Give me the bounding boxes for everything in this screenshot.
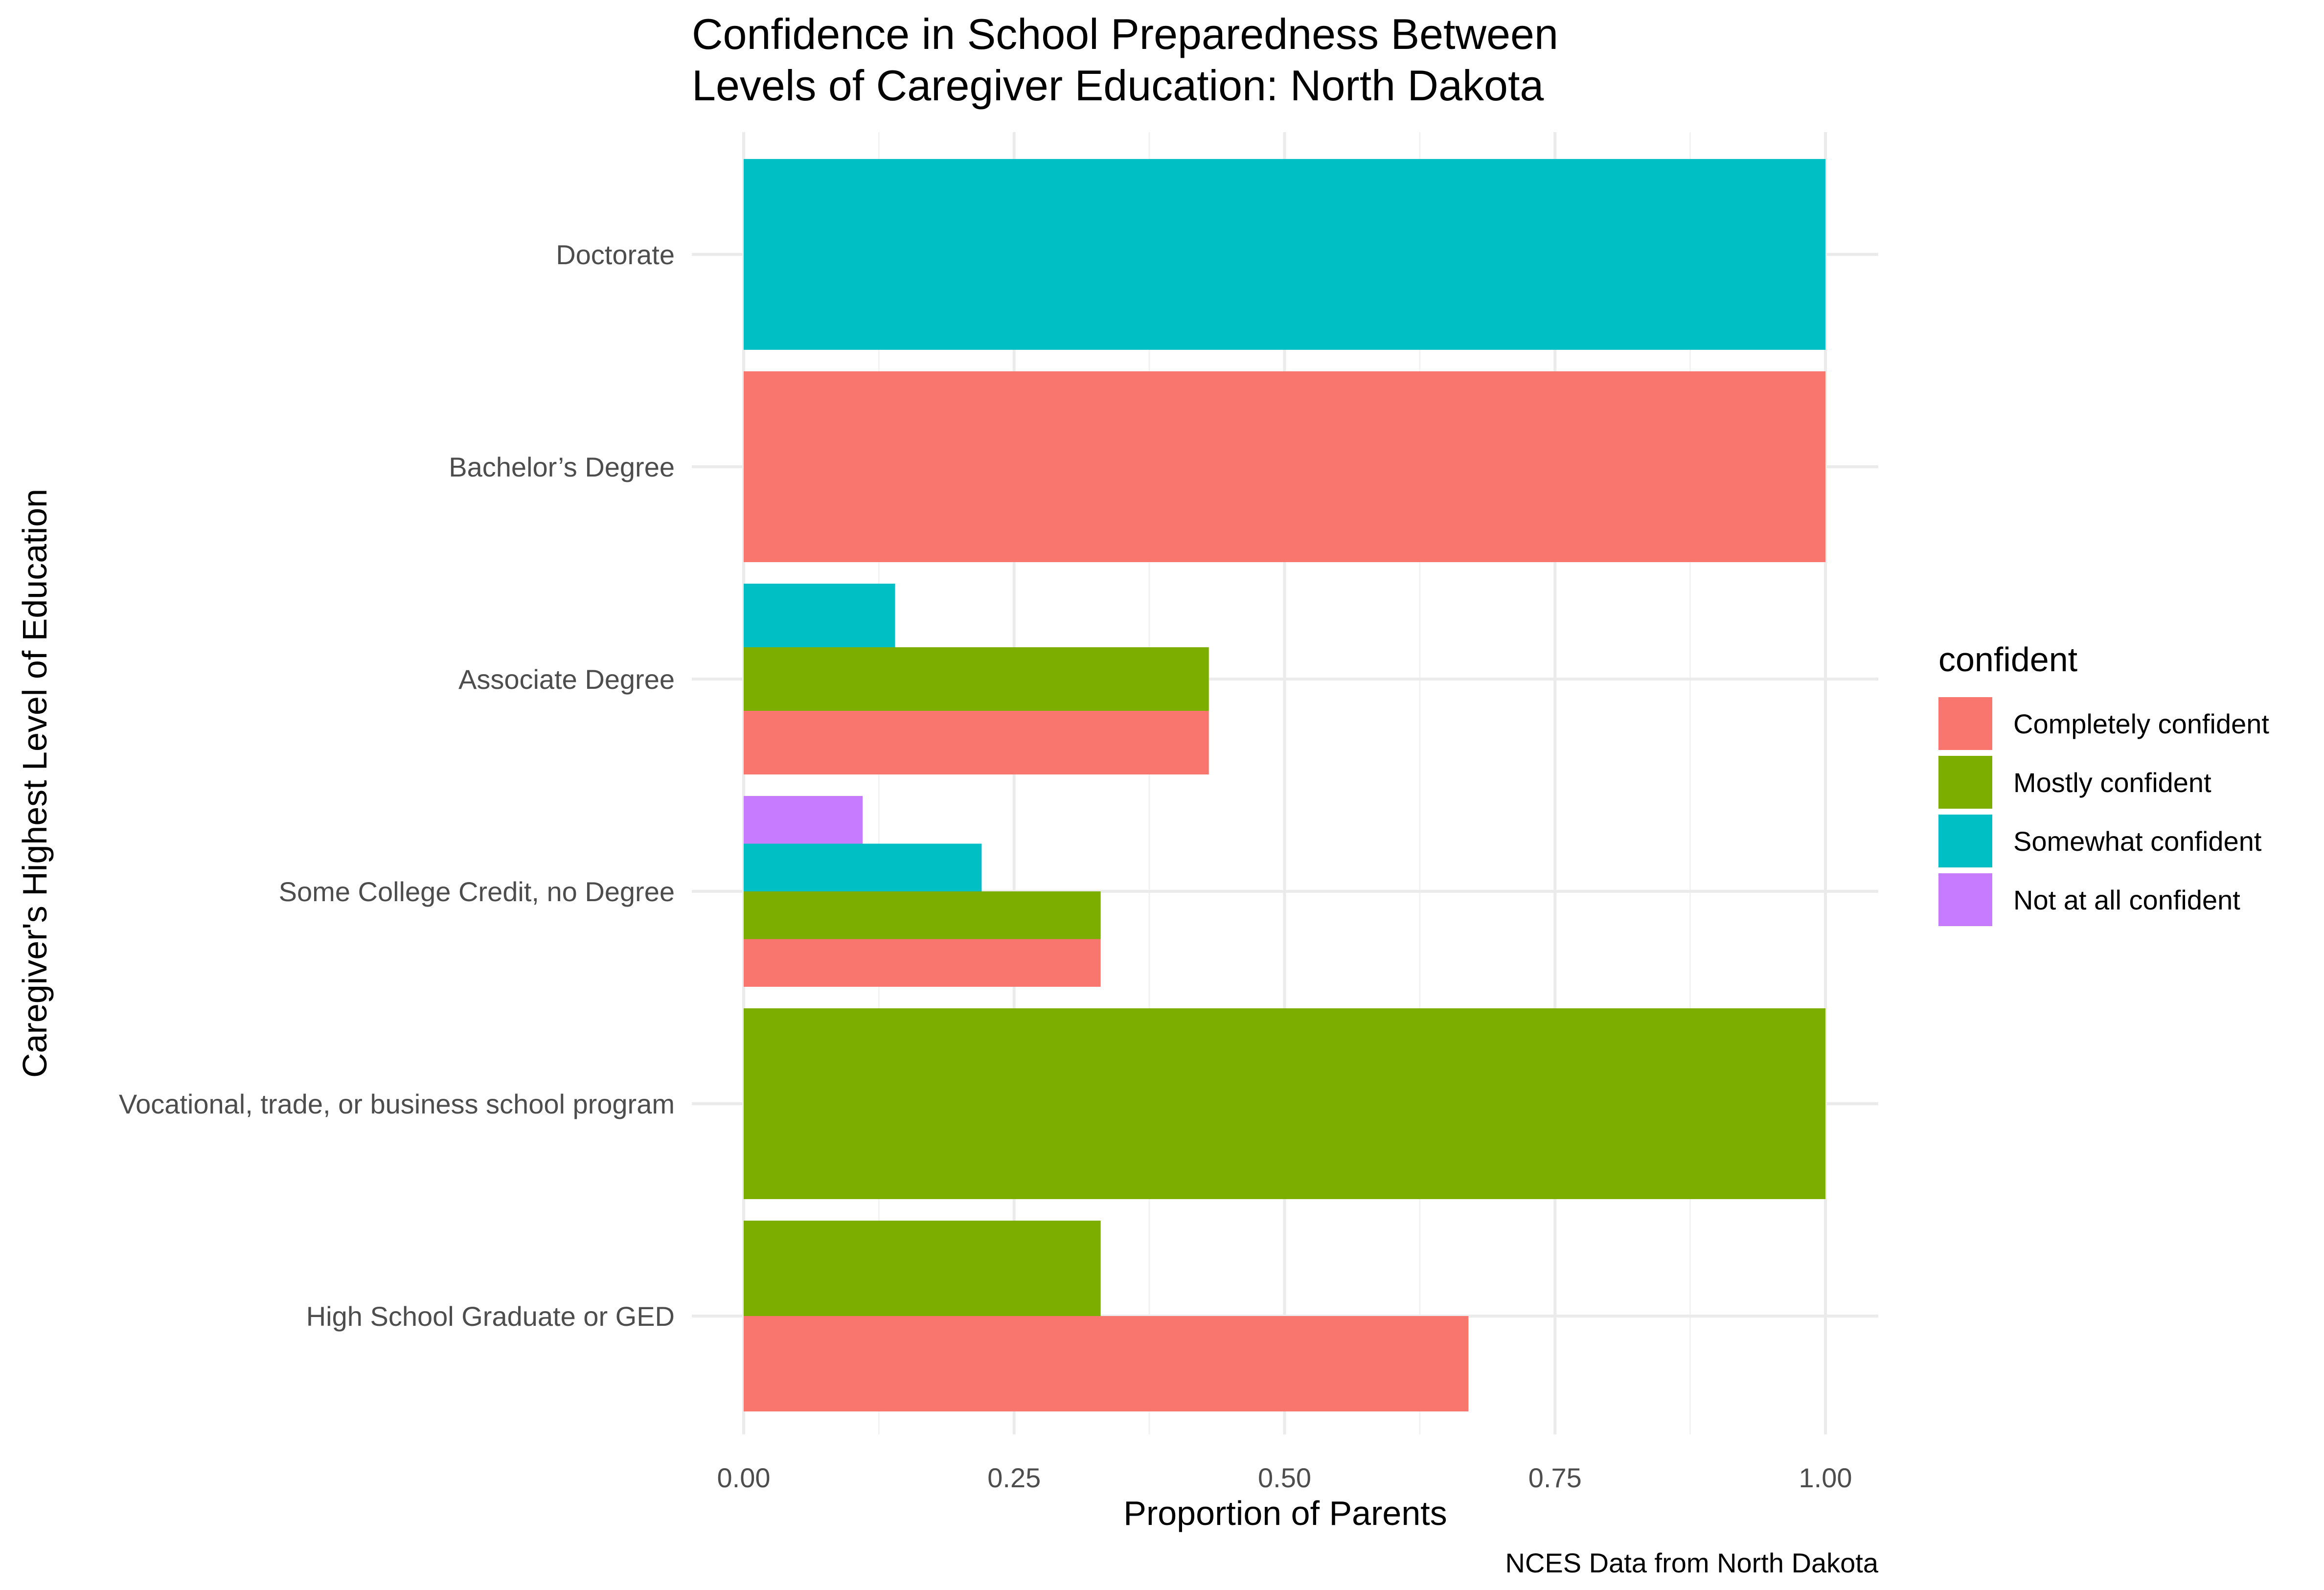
y-tick-label-bachelor-s-degree: Bachelor’s Degree — [449, 452, 675, 482]
chart-title-line-1: Confidence in School Preparedness Betwee… — [692, 10, 1558, 58]
bar-layer — [744, 159, 1825, 1411]
legend-key-mostly-confident — [1938, 756, 1992, 809]
legend-label-somewhat-confident: Somewhat confident — [2013, 826, 2262, 857]
legend: confident Completely confident Mostly con… — [1938, 640, 2269, 926]
bar-associate-degree-completely-confident — [744, 711, 1209, 774]
legend-label-mostly-confident: Mostly confident — [2013, 767, 2211, 798]
bar-vocational-trade-or-business-school-program-mostly-confident — [744, 1008, 1825, 1199]
bar-some-college-credit-no-degree-not-at-all-confident — [744, 796, 863, 844]
bar-some-college-credit-no-degree-mostly-confident — [744, 891, 1101, 939]
x-tick-label: 0.25 — [987, 1462, 1041, 1493]
y-tick-label-associate-degree: Associate Degree — [458, 664, 675, 695]
bar-some-college-credit-no-degree-somewhat-confident — [744, 843, 982, 891]
legend-key-somewhat-confident — [1938, 815, 1992, 867]
x-tick-label: 0.00 — [717, 1462, 771, 1493]
bar-some-college-credit-no-degree-completely-confident — [744, 939, 1101, 987]
axis-layer: 0.00 0.25 0.50 0.75 1.00 High School Graduate… — [119, 239, 1852, 1493]
legend-key-not-at-all-confident — [1938, 873, 1992, 926]
bar-associate-degree-mostly-confident — [744, 647, 1209, 711]
y-tick-label-some-college-credit-no-degree: Some College Credit, no Degree — [279, 876, 675, 907]
bar-doctorate-somewhat-confident — [744, 159, 1825, 350]
y-tick-label-doctorate: Doctorate — [556, 239, 675, 270]
bar-associate-degree-somewhat-confident — [744, 584, 895, 647]
y-tick-label-high-school-graduate-or-ged: High School Graduate or GED — [306, 1301, 675, 1332]
legend-key-completely-confident — [1938, 697, 1992, 750]
legend-items: Completely confident Mostly confident Some… — [1938, 697, 2269, 926]
legend-label-not-at-all-confident: Not at all confident — [2013, 885, 2240, 915]
legend-label-completely-confident: Completely confident — [2013, 708, 2269, 739]
x-tick-label: 1.00 — [1799, 1462, 1852, 1493]
x-tick-label: 0.75 — [1528, 1462, 1582, 1493]
bar-high-school-graduate-or-ged-mostly-confident — [744, 1221, 1101, 1316]
caption: NCES Data from North Dakota — [1505, 1547, 1879, 1578]
x-tick-label: 0.50 — [1258, 1462, 1311, 1493]
legend-title: confident — [1938, 640, 2077, 679]
x-axis-title: Proportion of Parents — [1123, 1494, 1447, 1532]
y-axis-title: Caregiver's Highest Level of Education — [16, 489, 54, 1078]
chart-title-line-2: Levels of Caregiver Education: North Dak… — [692, 61, 1544, 110]
bar-high-school-graduate-or-ged-completely-confident — [744, 1316, 1469, 1411]
y-tick-label-vocational-trade-or-business-school-program: Vocational, trade, or business school pr… — [119, 1089, 675, 1119]
bar-bachelor-s-degree-completely-confident — [744, 371, 1825, 562]
